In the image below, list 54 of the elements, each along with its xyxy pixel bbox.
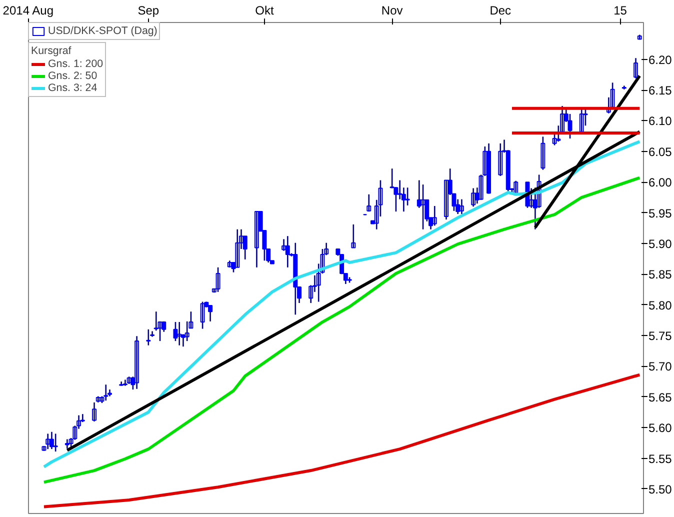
x-tick-label: Dec bbox=[490, 4, 512, 18]
candlestick bbox=[173, 321, 178, 342]
y-tick-label: 6.10 bbox=[648, 114, 672, 128]
y-tick-label: 5.65 bbox=[648, 390, 672, 404]
candlestick bbox=[208, 304, 213, 322]
candlestick bbox=[610, 82, 615, 110]
y-tick-label: 5.75 bbox=[648, 329, 672, 344]
candlestick bbox=[184, 320, 190, 342]
y-tick-label: 5.55 bbox=[648, 452, 672, 466]
y-tick-label: 5.90 bbox=[648, 236, 672, 251]
x-tick-label: Okt bbox=[255, 4, 274, 18]
y-tick-label: 5.60 bbox=[648, 421, 672, 436]
y-tick-label: 6.15 bbox=[648, 84, 672, 98]
y-tick-label: 6.20 bbox=[648, 52, 672, 67]
candlestick bbox=[49, 431, 54, 450]
candlestick bbox=[285, 235, 290, 268]
legend-label: Gns. 2: 50 bbox=[48, 70, 98, 82]
candlestick bbox=[351, 224, 356, 248]
legend-label: USD/DKK-SPOT (Dag) bbox=[48, 25, 158, 37]
candlestick bbox=[432, 205, 437, 226]
y-tick-label: 5.70 bbox=[648, 360, 672, 374]
candlestick bbox=[134, 335, 140, 390]
line-series bbox=[42, 373, 642, 508]
candlestick bbox=[104, 384, 108, 402]
legend-title: Kursgraf bbox=[31, 45, 72, 57]
candlestick bbox=[235, 228, 240, 268]
y-tick-label: 5.50 bbox=[648, 482, 672, 496]
candlestick bbox=[459, 198, 464, 215]
candlestick bbox=[64, 438, 70, 450]
candlestick bbox=[634, 57, 638, 79]
legend-label: Gns. 3: 24 bbox=[48, 82, 98, 94]
x-tick-label: 15 bbox=[614, 4, 628, 18]
y-tick-label: 5.85 bbox=[648, 268, 672, 282]
candlestick bbox=[282, 238, 286, 252]
legend-label: Gns. 1: 200 bbox=[48, 58, 104, 70]
y-tick-label: 5.95 bbox=[648, 206, 672, 220]
candlestick bbox=[366, 194, 372, 212]
candlestick bbox=[471, 188, 476, 208]
y-tick-label: 6.00 bbox=[648, 176, 672, 190]
candlestick bbox=[92, 402, 96, 422]
candlestick bbox=[498, 142, 503, 177]
x-tick-label: 2014 Aug bbox=[2, 4, 54, 18]
candlestick bbox=[46, 433, 50, 450]
candlestick bbox=[177, 321, 182, 346]
candlestick bbox=[216, 266, 220, 293]
y-tick-label: 6.05 bbox=[648, 144, 672, 159]
x-tick-label: Nov bbox=[381, 4, 403, 18]
x-tick-label: Sep bbox=[138, 4, 160, 18]
candlestick bbox=[254, 210, 259, 268]
candlestick bbox=[420, 184, 426, 230]
candlestick bbox=[200, 301, 205, 330]
candlestick bbox=[568, 113, 572, 140]
candlestick bbox=[540, 136, 546, 170]
y-tick-label: 5.80 bbox=[648, 298, 672, 312]
